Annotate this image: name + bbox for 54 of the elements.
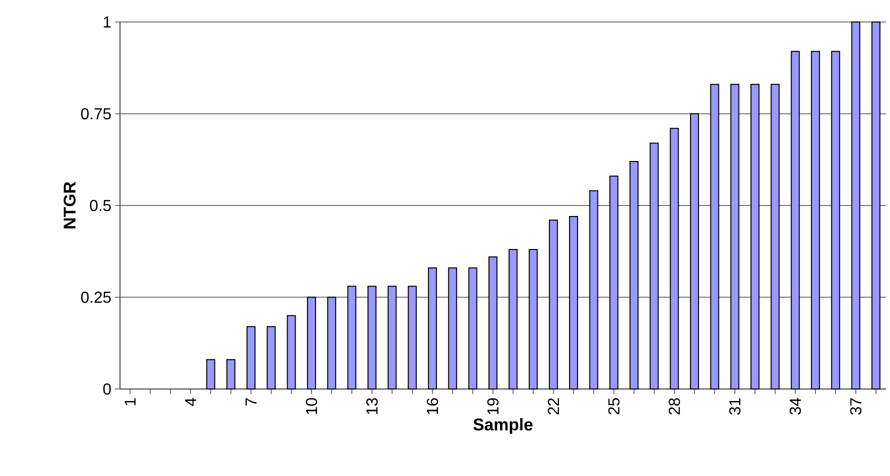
bar [448,267,458,390]
bar [226,359,236,390]
bar [790,50,800,390]
bar [307,296,316,390]
bar [589,190,598,390]
bar [851,21,860,390]
x-tick-label: 25 [608,398,620,414]
y-tick-label: 0 [103,383,111,395]
x-tick-label: 4 [185,398,196,406]
bar [831,50,840,390]
bar [286,315,296,390]
x-tick-label: 10 [306,398,318,414]
bar [548,220,558,390]
bar [367,286,376,390]
y-tick-label: 1 [104,16,111,28]
bar [528,249,538,390]
bar [690,113,700,390]
y-tick-label: 0.25 [81,292,111,303]
x-tick-label: 13 [366,398,378,414]
x-tick-label: 28 [668,398,680,414]
bar [730,84,740,390]
bar [810,50,820,390]
bar [327,296,336,390]
bar [408,286,417,390]
x-tick-label: 34 [790,398,801,415]
bar [468,267,478,390]
bar [569,216,578,390]
x-tick-label: 1 [124,398,136,406]
y-tick-label: 0.5 [90,200,111,212]
bar [266,326,276,390]
bar [630,160,639,390]
bar [206,359,216,390]
x-tick-label: 37 [850,398,862,415]
x-tick-label: 19 [487,398,499,414]
bar [710,84,720,390]
x-tick-label: 7 [246,398,257,406]
y-axis-title: NTGR [64,182,76,228]
x-tick-label: 31 [729,398,740,415]
bar [770,84,780,390]
bar [388,286,397,390]
bar [246,326,256,390]
x-tick-label: 22 [548,398,559,414]
bar [488,256,498,390]
x-tick-label: 16 [426,398,438,414]
bar [670,128,679,390]
bar [347,286,356,390]
bar [508,249,518,390]
x-axis-title: Sample [473,418,533,434]
bar [871,21,880,390]
bar [750,84,760,390]
bar [428,267,437,390]
y-tick-label: 0.75 [81,108,111,120]
bar [650,142,659,390]
bar [609,176,618,390]
